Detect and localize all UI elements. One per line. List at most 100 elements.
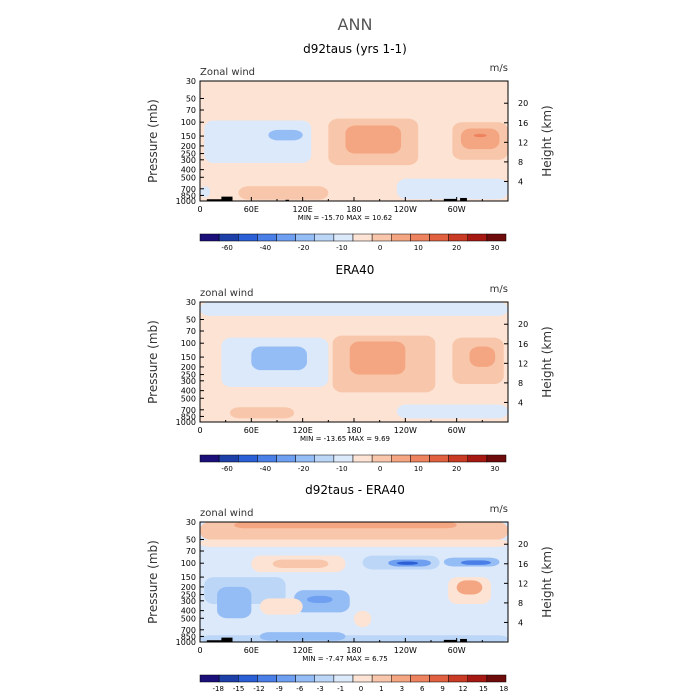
y-tick-label: 700	[181, 626, 196, 635]
x-tick-label: 60W	[448, 426, 466, 435]
colorbar-swatch	[448, 454, 468, 463]
y2-axis-label: Height (km)	[540, 546, 554, 617]
colorbar-swatch	[429, 454, 449, 463]
colorbar-swatch	[371, 674, 392, 683]
x-tick-label: 60E	[244, 205, 259, 214]
y-tick-label: 850	[181, 191, 196, 200]
contour-region	[234, 522, 457, 529]
colorbar-swatch	[410, 233, 430, 242]
panel-title: d92taus (yrs 1-1)	[303, 42, 407, 56]
y-tick-label: 1000	[176, 638, 196, 647]
contour-region	[345, 125, 402, 154]
units-label: m/s	[490, 284, 508, 295]
y-tick-label: 70	[186, 106, 196, 115]
y-tick-label: 250	[181, 150, 196, 159]
contour-field	[200, 81, 508, 201]
y-tick-label: 70	[186, 327, 196, 336]
colorbar-label: 20	[452, 244, 461, 252]
y-tick-label: 850	[181, 632, 196, 641]
y-tick-label: 200	[181, 142, 196, 151]
contour-region	[259, 598, 303, 615]
y-tick-label: 400	[181, 607, 196, 616]
x-tick-label: 60E	[244, 646, 259, 655]
colorbar-swatch	[257, 454, 277, 463]
colorbar-swatch	[371, 454, 392, 463]
contour-region	[268, 129, 303, 141]
colorbar-swatch	[199, 233, 220, 242]
panel-1: d92taus (yrs 1-1)Zonal wind m/s3050701001…	[146, 42, 554, 252]
y-tick-label: 100	[181, 559, 196, 568]
colorbar-swatch	[333, 674, 354, 683]
colorbar-label: -20	[298, 244, 309, 252]
y-tick-label: 1000	[176, 197, 196, 206]
contour-region	[469, 346, 496, 367]
colorbar-label: 10	[414, 244, 423, 252]
contour-field	[200, 522, 508, 642]
contour-region	[272, 559, 329, 568]
x-tick-label: 0	[197, 426, 202, 435]
x-tick-label: 0	[197, 646, 202, 655]
x-tick-label: 120E	[293, 426, 313, 435]
y2-axis-label: Height (km)	[540, 326, 554, 397]
contour-region	[460, 560, 491, 565]
colorbar-label: -10	[336, 244, 347, 252]
colorbar-swatch	[295, 454, 315, 463]
y2-axis-label: Height (km)	[540, 105, 554, 176]
colorbar-swatch	[218, 674, 239, 683]
topography-block	[285, 199, 289, 201]
colorbar-label: -3	[317, 685, 324, 693]
x-tick-label: 0	[197, 205, 202, 214]
y-tick-label: 250	[181, 591, 196, 600]
colorbar-swatch	[257, 233, 277, 242]
y-tick-label: 150	[181, 573, 196, 582]
y-tick-label: 150	[181, 132, 196, 141]
colorbar-swatch	[333, 233, 354, 242]
y-tick-label: 50	[186, 535, 196, 544]
colorbar-swatch	[238, 454, 258, 463]
y-tick-label: 30	[186, 298, 196, 307]
colorbar-swatch	[391, 674, 411, 683]
colorbar-label: 30	[490, 465, 499, 473]
colorbar-swatch	[448, 233, 468, 242]
contour-region	[200, 302, 508, 316]
colorbar-swatch	[314, 674, 335, 683]
height-tick-label: 20	[518, 320, 528, 329]
colorbar-swatch	[352, 674, 373, 683]
y-tick-label: 1000	[176, 418, 196, 427]
colorbar-label: 18	[499, 685, 508, 693]
height-tick-label: 16	[518, 340, 528, 349]
colorbar-swatch	[371, 233, 392, 242]
contour-region	[251, 346, 307, 371]
colorbar-swatch	[314, 454, 335, 463]
y-tick-label: 70	[186, 547, 196, 556]
y-tick-label: 30	[186, 518, 196, 527]
x-tick-label: 120W	[394, 646, 417, 655]
colorbar-swatch	[486, 454, 507, 463]
x-tick-label: 60W	[448, 646, 466, 655]
panel-title: ERA40	[336, 263, 375, 277]
contour-region	[306, 595, 333, 604]
topography-block	[221, 196, 233, 201]
colorbar-label: 1	[379, 685, 383, 693]
height-tick-label: 4	[518, 398, 523, 407]
colorbar-label: 3	[400, 685, 404, 693]
colorbar-label: 6	[420, 685, 425, 693]
variable-label: zonal wind	[200, 508, 253, 519]
colorbar-label: 30	[490, 244, 499, 252]
colorbar-label: -60	[221, 465, 232, 473]
colorbar-swatch	[467, 233, 488, 242]
y-tick-label: 50	[186, 315, 196, 324]
page-title: ANN	[338, 15, 373, 34]
colorbar-swatch	[448, 674, 468, 683]
colorbar-swatch	[276, 233, 296, 242]
height-tick-label: 20	[518, 540, 528, 549]
contour-region	[396, 561, 419, 565]
colorbar-swatch	[486, 674, 507, 683]
colorbar-swatch	[238, 674, 258, 683]
colorbar-label: -40	[260, 465, 271, 473]
y-tick-label: 700	[181, 406, 196, 415]
y-tick-label: 100	[181, 118, 196, 127]
height-tick-label: 4	[518, 177, 523, 186]
colorbar-swatch	[391, 454, 411, 463]
x-tick-label: 180	[346, 646, 361, 655]
